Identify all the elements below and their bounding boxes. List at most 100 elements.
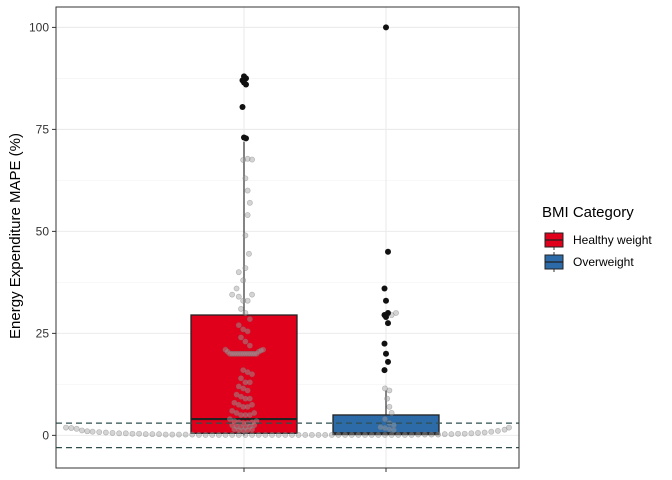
outlier-point (385, 320, 391, 327)
jitter-point (215, 432, 222, 438)
jitter-point (244, 297, 251, 304)
jitter-point (260, 346, 267, 353)
jitter-point (235, 293, 242, 300)
outlier-point (385, 358, 391, 365)
jitter-point (142, 431, 149, 438)
outlier-point (239, 103, 246, 110)
legend-item-healthy-weight: Healthy weight (544, 230, 652, 250)
jitter-point (308, 432, 315, 438)
panel-border (55, 6, 520, 469)
jitter-point (231, 350, 238, 357)
jitter-point (238, 350, 244, 357)
jitter-point (238, 305, 244, 312)
jitter-point (116, 430, 123, 437)
jitter-point (242, 379, 249, 386)
jitter-point (246, 395, 253, 402)
outlier-point (385, 248, 391, 255)
jitter-point (235, 432, 242, 438)
jitter-point (233, 350, 240, 357)
jitter-point (506, 424, 512, 431)
jitter-point (96, 429, 103, 435)
jitter-point (388, 432, 395, 438)
y-tick-label: 25 (36, 326, 50, 340)
jitter-point (233, 285, 240, 292)
jitter-point (242, 350, 249, 357)
jitter-point (244, 155, 251, 162)
outlier-point (381, 285, 388, 292)
jitter-point (244, 350, 251, 357)
legend-title: BMI Category (542, 204, 634, 221)
jitter-point (238, 375, 244, 382)
jitter-point (382, 432, 388, 438)
legend-label: Overweight (573, 255, 634, 269)
jitter-point (246, 350, 253, 357)
jitter-point (63, 424, 69, 431)
jitter-point (169, 431, 176, 438)
jitter-point (235, 322, 242, 329)
jitter-point (209, 432, 216, 438)
jitter-point (249, 432, 255, 438)
jitter-point (240, 277, 247, 284)
jitter-point (235, 350, 242, 357)
y-axis: 0 25 50 75 100 (29, 20, 387, 472)
jitter-point (235, 269, 242, 276)
jitter-point (229, 291, 236, 298)
jitter-point (295, 432, 302, 438)
jitter-point (156, 431, 162, 438)
jitter-point (246, 379, 253, 386)
jitter-point (242, 232, 249, 239)
jitter-point (488, 428, 495, 435)
jitter-point (348, 432, 355, 438)
outlier-points (55, 6, 520, 469)
jitter-point (382, 425, 388, 431)
jitter-point (202, 432, 209, 438)
jitter-point (176, 431, 182, 438)
jitter-point (244, 187, 251, 194)
jitter-point (189, 431, 196, 438)
jitter-point (335, 432, 342, 438)
jitter-point (448, 431, 455, 438)
jitter-point (244, 427, 251, 433)
jitter-point (79, 427, 85, 434)
jitter-point (249, 401, 255, 408)
outlier-point (383, 24, 389, 31)
jitter-point (275, 432, 282, 438)
jitter-point (322, 432, 329, 438)
jitter-point (129, 430, 136, 437)
jitter-point (401, 432, 408, 438)
jitter-point (242, 310, 249, 316)
jitter-point (162, 431, 169, 438)
jitter-point (262, 432, 269, 438)
jitter-point (415, 431, 422, 438)
legend: BMI Category Healthy weight Overweight (542, 204, 652, 272)
jitter-point (386, 403, 393, 410)
jitter-point (68, 425, 75, 431)
jitter-point (253, 350, 260, 357)
jitter-point (282, 432, 289, 438)
jitter-point (246, 342, 253, 349)
jitter-point (246, 250, 252, 257)
outlier-point (383, 297, 389, 304)
jitter-point (242, 395, 249, 402)
jitter-point (229, 432, 236, 438)
jitter-point (390, 422, 397, 429)
outlier-point (381, 367, 388, 374)
legend-label: Healthy weight (573, 233, 652, 247)
jitter-point (238, 334, 244, 341)
jitter-point (315, 432, 322, 438)
jitter-point (122, 430, 129, 437)
jitter-point (455, 430, 461, 437)
jitter-point (242, 175, 249, 182)
jitter-point (269, 432, 275, 438)
jitter-point (384, 395, 391, 402)
jitter-point (246, 316, 253, 322)
jitter-point (102, 429, 109, 436)
jitter-point (249, 350, 255, 357)
jitter-point (235, 427, 242, 433)
box-overweight (332, 414, 440, 436)
outlier-point (381, 340, 388, 347)
jitter-point (468, 430, 475, 437)
jitter-point (244, 328, 251, 335)
jitter-point (240, 350, 247, 357)
